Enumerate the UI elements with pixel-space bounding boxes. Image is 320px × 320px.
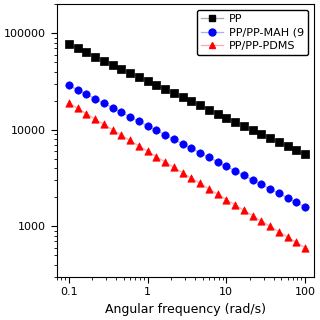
Point: [224, 164, 229, 169]
Point: [127, 138, 132, 143]
Point: [302, 152, 308, 157]
Point: [163, 159, 168, 164]
Point: [180, 141, 185, 146]
Point: [189, 99, 194, 104]
Point: [241, 123, 246, 128]
Point: [224, 197, 229, 202]
Point: [84, 111, 89, 116]
Point: [171, 165, 176, 170]
Point: [241, 208, 246, 213]
Point: [110, 62, 115, 67]
Point: [101, 58, 106, 63]
Point: [136, 143, 141, 148]
Point: [259, 182, 264, 187]
Point: [119, 66, 124, 71]
Point: [232, 119, 237, 124]
Point: [163, 132, 168, 137]
Point: [119, 132, 124, 138]
Point: [197, 181, 203, 186]
X-axis label: Angular frequency (rad/s): Angular frequency (rad/s): [105, 303, 266, 316]
Point: [259, 132, 264, 137]
Point: [232, 202, 237, 207]
Point: [180, 170, 185, 175]
Point: [136, 74, 141, 79]
Point: [302, 204, 308, 210]
Point: [276, 229, 281, 234]
Point: [276, 191, 281, 196]
Point: [250, 213, 255, 218]
Point: [268, 136, 273, 141]
Point: [232, 168, 237, 173]
Point: [241, 173, 246, 178]
Point: [171, 137, 176, 142]
Point: [189, 146, 194, 151]
Point: [215, 192, 220, 197]
Point: [171, 91, 176, 96]
Point: [302, 245, 308, 250]
Point: [66, 100, 71, 106]
Point: [119, 110, 124, 115]
Point: [92, 116, 98, 122]
Point: [145, 78, 150, 84]
Legend: PP, PP/PP-MAH (9, PP/PP-PDMS: PP, PP/PP-MAH (9, PP/PP-PDMS: [196, 10, 308, 55]
Point: [215, 159, 220, 164]
Point: [154, 128, 159, 133]
Point: [189, 175, 194, 180]
Point: [127, 114, 132, 119]
Point: [268, 186, 273, 191]
Point: [154, 154, 159, 159]
Point: [110, 127, 115, 132]
Point: [66, 83, 71, 88]
Point: [136, 119, 141, 124]
Point: [101, 122, 106, 127]
Point: [285, 235, 290, 240]
Point: [224, 115, 229, 120]
Point: [285, 195, 290, 200]
Point: [294, 240, 299, 245]
Point: [294, 148, 299, 153]
Point: [163, 87, 168, 92]
Point: [250, 177, 255, 182]
Point: [145, 149, 150, 154]
Point: [75, 46, 80, 51]
Point: [110, 105, 115, 110]
Point: [215, 111, 220, 116]
Point: [276, 140, 281, 145]
Point: [268, 224, 273, 229]
Point: [206, 107, 211, 112]
Point: [145, 123, 150, 128]
Point: [285, 144, 290, 149]
Point: [75, 106, 80, 111]
Point: [206, 155, 211, 160]
Point: [294, 200, 299, 205]
Point: [250, 127, 255, 132]
Point: [127, 70, 132, 76]
Point: [84, 50, 89, 55]
Point: [75, 87, 80, 92]
Point: [197, 103, 203, 108]
Point: [84, 92, 89, 97]
Point: [259, 219, 264, 224]
Point: [180, 95, 185, 100]
Point: [206, 186, 211, 191]
Point: [92, 96, 98, 101]
Point: [101, 101, 106, 106]
Point: [66, 42, 71, 47]
Point: [154, 83, 159, 88]
Point: [92, 54, 98, 59]
Point: [197, 150, 203, 156]
